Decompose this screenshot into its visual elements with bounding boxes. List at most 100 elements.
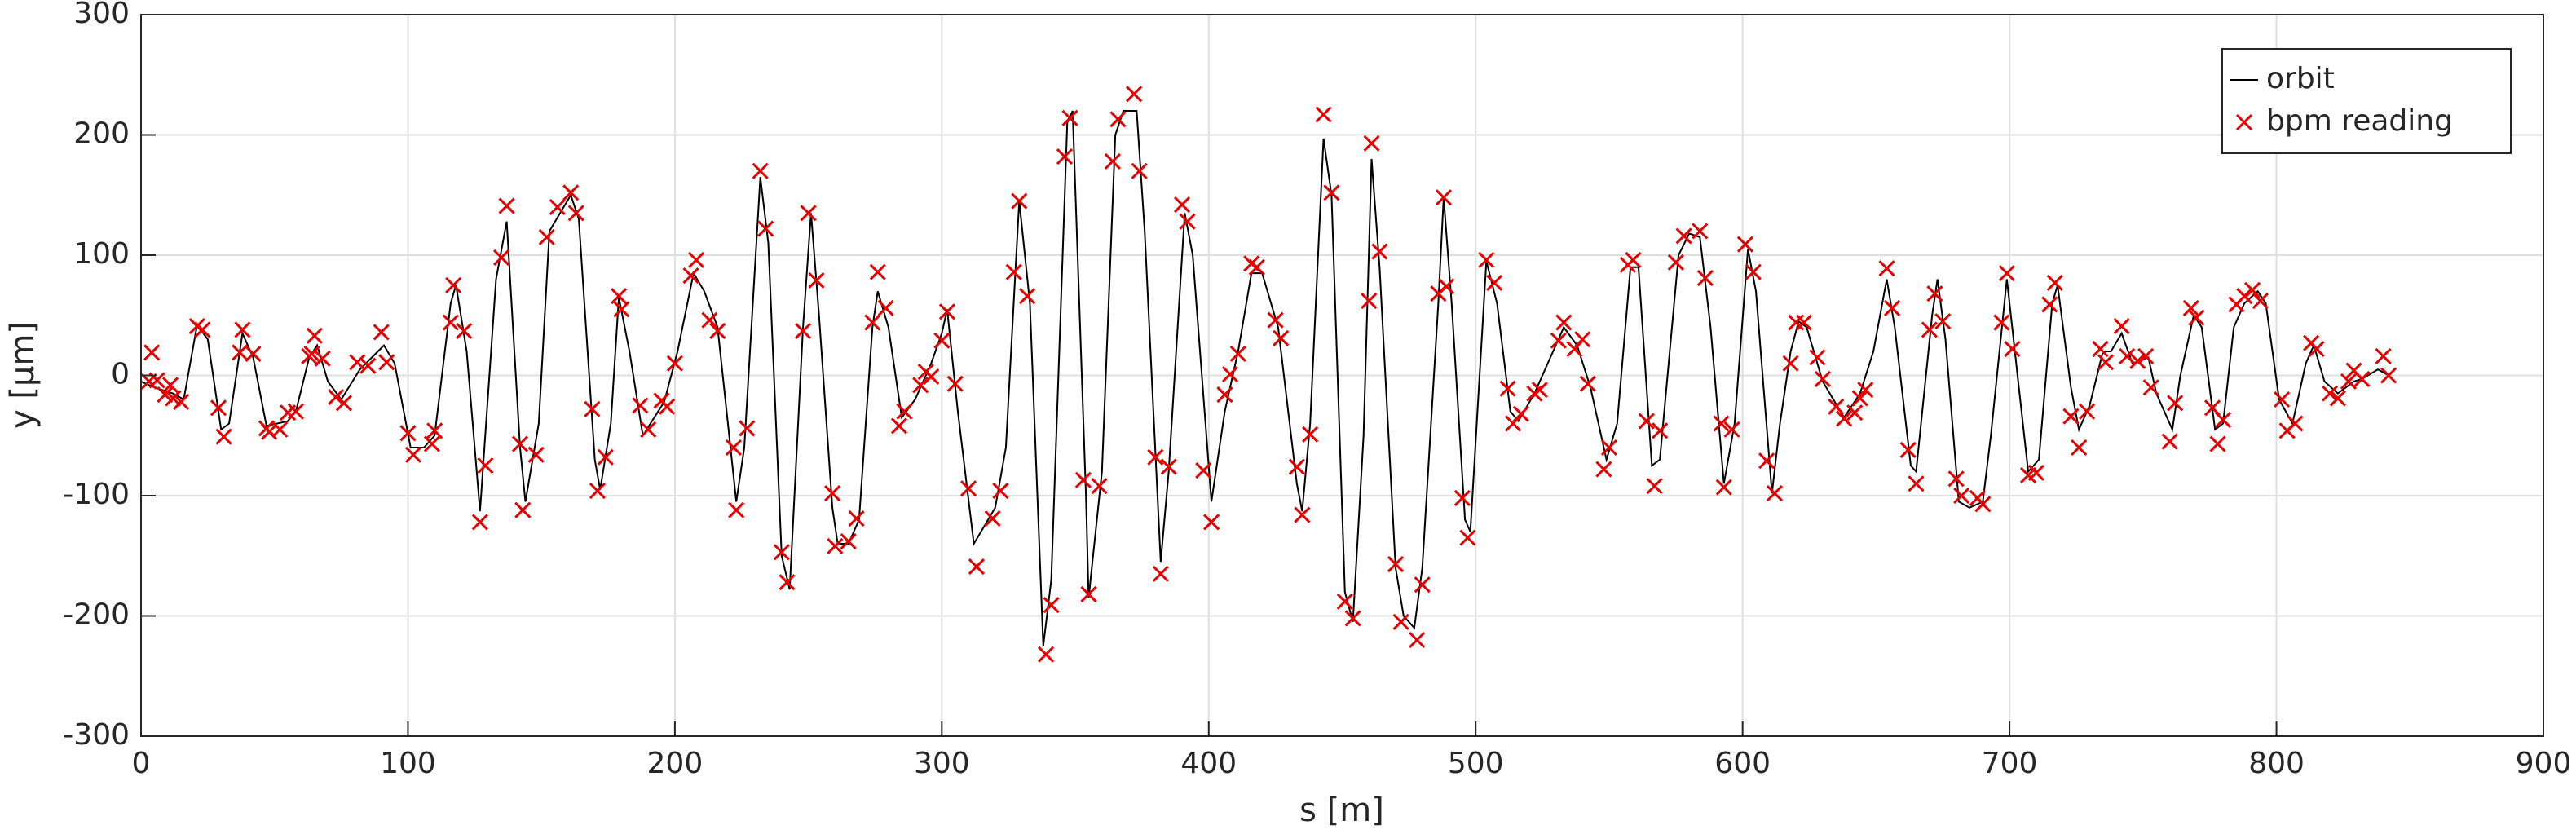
bpm-marker (611, 288, 628, 305)
bpm-marker (2274, 391, 2291, 408)
bpm-marker (1202, 514, 1220, 531)
bpm-marker (1795, 314, 1813, 331)
bpm-marker (1267, 311, 1284, 329)
bpm-marker (1173, 196, 1191, 214)
bpm-marker (2142, 379, 2159, 396)
bpm-marker (682, 267, 699, 285)
bpm-marker (1713, 415, 1730, 432)
bpm-marker (335, 395, 352, 412)
bpm-marker (1934, 313, 1952, 330)
bpm-marker (1414, 576, 1431, 594)
bpm-marker (1435, 189, 1452, 206)
x-tick-label: 300 (914, 747, 970, 780)
bpm-marker (1229, 345, 1246, 363)
bpm-marker (1371, 243, 1388, 260)
bpm-marker (2027, 464, 2044, 482)
bpm-marker (2188, 309, 2205, 326)
bpm-marker (1766, 484, 1784, 502)
bpm-marker (1851, 390, 1868, 407)
bpm-marker (2071, 439, 2088, 457)
x-tick-label: 200 (647, 747, 704, 780)
bpm-marker (2215, 412, 2232, 429)
bpm-marker (1459, 529, 1476, 546)
bpm-marker (1478, 251, 1495, 268)
bpm-marker (632, 397, 649, 414)
bpm-marker (2236, 288, 2253, 305)
y-tick-label: 0 (111, 358, 130, 391)
bpm-marker (399, 425, 417, 442)
bpm-marker (210, 399, 227, 417)
bpm-marker (1344, 610, 1361, 627)
bpm-marker (378, 354, 395, 371)
bpm-marker (527, 446, 545, 463)
bpm-marker (359, 357, 377, 374)
bpm-marker (659, 398, 676, 415)
bpm-marker (1315, 106, 1332, 123)
bpm-marker (1667, 254, 1684, 271)
bpm-marker (640, 421, 657, 438)
bpm-marker (2046, 274, 2063, 291)
bpm-marker (1387, 556, 1405, 573)
bpm-marker (2380, 367, 2397, 384)
bpm-marker (666, 355, 683, 372)
y-tick-label: -100 (63, 478, 130, 511)
bpm-marker (968, 558, 985, 576)
bpm-marker (1998, 265, 2015, 282)
bpm-marker (2041, 296, 2058, 313)
bpm-marker (869, 263, 886, 280)
bpm-marker (2209, 435, 2226, 452)
bpm-marker (1361, 292, 1378, 310)
y-tick-label: 300 (73, 0, 130, 30)
bpm-marker (1486, 274, 1503, 291)
bpm-marker (1005, 263, 1022, 280)
bpm-marker (1953, 487, 1970, 505)
bpm-marker (143, 344, 161, 361)
bpm-marker (1221, 365, 1239, 383)
bpm-marker (1323, 184, 1340, 201)
bpm-marker (808, 271, 825, 289)
bpm-marker (1043, 597, 1060, 614)
bpm-marker (1550, 332, 1567, 349)
bpm-marker (2092, 340, 2109, 358)
bpm-marker (2129, 352, 2146, 369)
bpm-marker (1574, 331, 1591, 348)
bpm-marker (1061, 109, 1078, 126)
bpm-marker (1288, 458, 1305, 475)
bpm-marker (1788, 314, 1805, 331)
bpm-marker (1782, 355, 1799, 372)
bpm-marker (1846, 404, 1864, 421)
legend-label: bpm reading (2266, 104, 2453, 138)
bpm-marker (1555, 314, 1573, 331)
bpm-marker (194, 321, 211, 338)
bpm-marker (1160, 458, 1177, 475)
bpm-marker (1745, 263, 1762, 280)
bpm-marker (1675, 227, 1692, 245)
bpm-marker (960, 480, 977, 497)
bpm-marker (492, 249, 510, 267)
bpm-marker (1814, 370, 1831, 387)
bpm-marker (1248, 258, 1265, 276)
bpm-marker (1302, 426, 1319, 443)
bpm-marker (2244, 281, 2261, 298)
bpm-marker (1715, 479, 1732, 496)
bpm-marker (1595, 461, 1612, 478)
bpm-marker (1908, 475, 1925, 492)
bpm-marker (1758, 452, 1775, 470)
bpm-marker (1080, 585, 1097, 603)
bpm-marker (1074, 471, 1092, 488)
bpm-marker (864, 314, 881, 331)
x-tick-label: 700 (1982, 747, 2038, 780)
bpm-marker (877, 299, 894, 316)
bpm-marker (2137, 347, 2155, 364)
bpm-marker (303, 345, 320, 363)
bpm-marker (1126, 86, 1143, 103)
legend-marker (2235, 113, 2253, 131)
bpm-marker (1600, 439, 1618, 457)
bpm-marker (613, 301, 630, 318)
x-tick-label: 800 (2248, 747, 2305, 780)
bpm-marker (800, 205, 817, 222)
bpm-marker (1409, 631, 1426, 649)
bpm-marker (1652, 422, 1669, 439)
bpm-marker (271, 421, 289, 438)
